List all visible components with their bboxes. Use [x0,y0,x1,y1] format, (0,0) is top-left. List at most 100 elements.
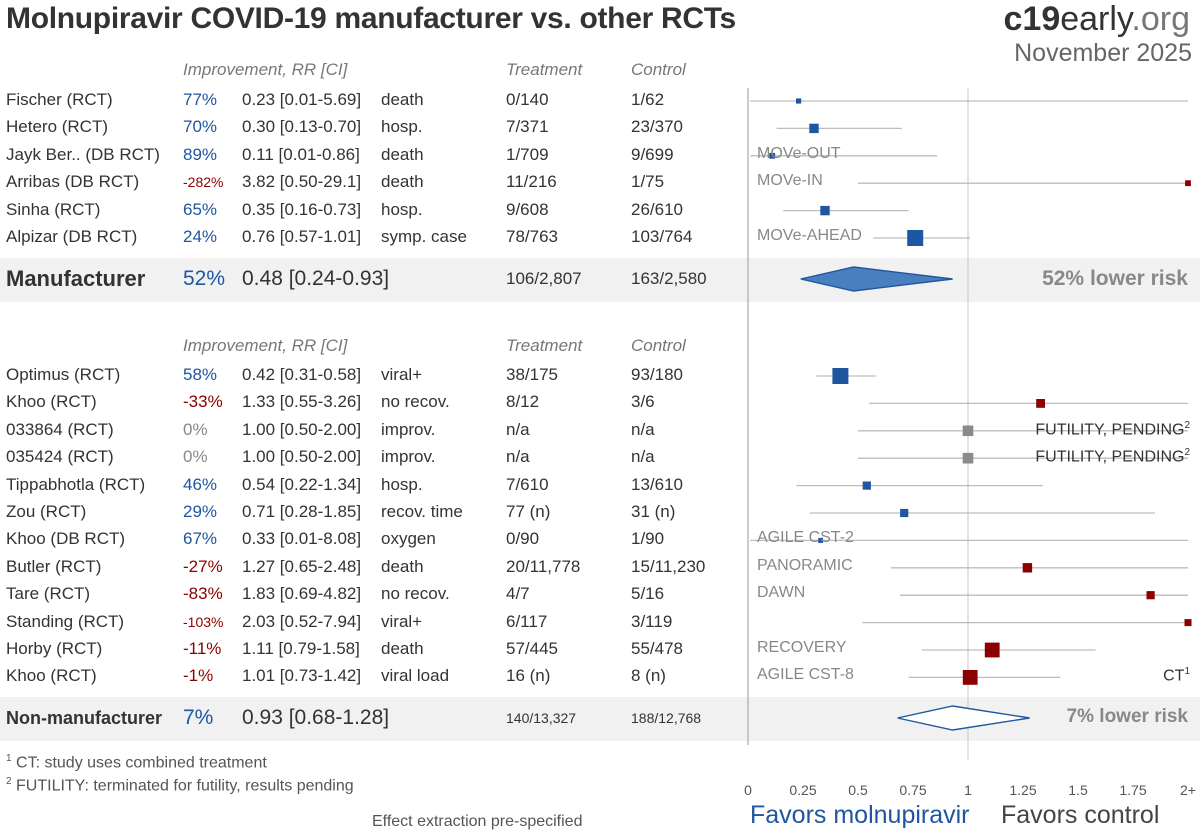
footnote-1-marker: 1 [6,753,12,764]
study-note-marker: 1 [1184,666,1190,678]
study-rr-ci: 1.00 [0.50-2.00] [242,447,362,467]
point-estimate [962,670,978,685]
study-improvement: 58% [183,365,218,384]
axis-tick-label: 2+ [1180,782,1196,798]
study-name: Alpizar (DB RCT) [6,227,138,246]
study-rr-ci: 1.27 [0.65-2.48] [242,556,362,576]
study-name: Zou (RCT) [6,502,87,521]
group-treatment-events: 106/2,807 [506,269,582,288]
study-treatment-events: 9/608 [506,199,549,219]
study-treatment-events: 4/7 [506,584,530,604]
study-name: Horby (RCT) [6,639,103,658]
study-outcome: symp. case [381,227,467,246]
study-improvement: -27% [183,556,223,576]
study-rr-ci: 0.33 [0.01-8.08] [242,529,362,549]
study-rr-ci: 3.82 [0.50-29.1] [242,172,362,192]
header-improvement: Improvement, RR [CI] [183,336,348,355]
study-control-events: 1/75 [631,172,665,192]
study-control-events: 103/764 [631,227,693,246]
study-rr-ci: 0.71 [0.28-1.85] [242,502,362,521]
point-estimate [962,425,974,437]
extraction-note: Effect extraction pre-specified [372,813,583,830]
footnote-1-text: CT: study uses combined treatment [16,754,267,772]
study-name: Khoo (RCT) [6,666,97,686]
study-improvement: 65% [183,199,218,219]
study-rr-ci: 0.42 [0.31-0.58] [242,365,362,384]
study-name: Optimus (RCT) [6,365,121,384]
axis-tick-label: 0.5 [848,782,868,798]
footnote-2-text: FUTILITY: terminated for futility, resul… [16,777,354,795]
favors-treatment-label: Favors molnupiravir [750,801,970,829]
study-treatment-events: 8/12 [506,392,540,412]
study-control-events: 26/610 [631,199,683,219]
study-treatment-events: 7/371 [506,117,549,137]
header-control: Control [631,60,686,79]
group-name: Manufacturer [6,266,146,291]
study-trial-name: MOVe-OUT [757,144,841,162]
study-treatment-events: 20/11,778 [506,556,581,576]
study-treatment-events: n/a [506,419,530,439]
axis-tick-label: 1 [964,782,972,798]
study-rr-ci: 1.11 [0.79-1.58] [242,639,360,658]
study-control-events: n/a [631,419,655,439]
study-trial-name: DAWN [757,584,806,602]
study-rr-ci: 0.76 [0.57-1.01] [242,227,362,246]
study-rr-ci: 1.83 [0.69-4.82] [242,584,362,604]
study-treatment-events: 16 (n) [506,666,551,686]
study-improvement: 46% [183,474,218,494]
point-estimate [907,230,924,246]
group-control-events: 188/12,768 [631,710,702,726]
point-estimate [796,98,802,104]
study-control-events: 3/6 [631,392,655,412]
study-name: Hetero (RCT) [6,117,109,137]
study-improvement: -1% [183,666,214,686]
study-outcome: hosp. [381,199,423,219]
study-control-events: 1/90 [631,529,665,549]
study-improvement: 89% [183,144,218,164]
study-outcome: viral load [381,666,450,686]
study-note-marker: 2 [1184,419,1190,431]
study-name: 033864 (RCT) [6,419,114,439]
study-outcome: viral+ [381,365,423,384]
group-risk-text: 52% lower risk [1042,267,1188,290]
study-treatment-events: 78/763 [506,227,558,246]
study-rr-ci: 0.30 [0.13-0.70] [242,117,362,137]
study-treatment-events: 0/90 [506,529,540,549]
study-control-events: 23/370 [631,117,683,137]
study-outcome: death [381,556,424,576]
study-name: Arribas (DB RCT) [6,172,140,192]
study-control-events: 1/62 [631,90,665,109]
study-rr-ci: 2.03 [0.52-7.94] [242,611,362,631]
point-estimate [962,452,974,464]
study-name: Fischer (RCT) [6,90,113,109]
study-treatment-events: 77 (n) [506,502,551,521]
study-improvement: -103% [183,613,224,630]
study-name: Khoo (DB RCT) [6,529,126,549]
header-improvement: Improvement, RR [CI] [183,60,348,79]
study-trial-name: AGILE CST-2 [757,529,854,547]
study-control-events: 5/16 [631,584,665,604]
study-note-text: FUTILITY, PENDING [1035,421,1185,439]
axis-tick-label: 1.75 [1119,782,1146,798]
point-estimate [1022,563,1033,573]
study-trial-name: RECOVERY [757,639,847,656]
study-trial-name: MOVe-AHEAD [757,227,862,244]
study-name: Khoo (RCT) [6,392,97,412]
study-treatment-events: 6/117 [506,611,548,631]
study-outcome: hosp. [381,117,423,137]
study-name: Jayk Ber.. (DB RCT) [6,144,160,164]
study-outcome: improv. [381,447,436,467]
favors-control-label: Favors control [1001,801,1160,829]
study-note-text: CT [1163,667,1185,685]
point-estimate [1184,619,1192,627]
study-control-events: 15/11,230 [631,556,706,576]
study-outcome: recov. time [381,502,463,521]
page-title: Molnupiravir COVID-19 manufacturer vs. o… [6,2,736,35]
study-improvement: 70% [183,117,218,137]
study-trial-name: MOVe-IN [757,172,823,190]
study-note-marker: 2 [1184,447,1190,459]
site-logo: c19early.org [1004,0,1191,39]
study-control-events: 13/610 [631,474,683,494]
study-trial-name: PANORAMIC [757,556,853,574]
pooled-diamond [897,705,1030,731]
